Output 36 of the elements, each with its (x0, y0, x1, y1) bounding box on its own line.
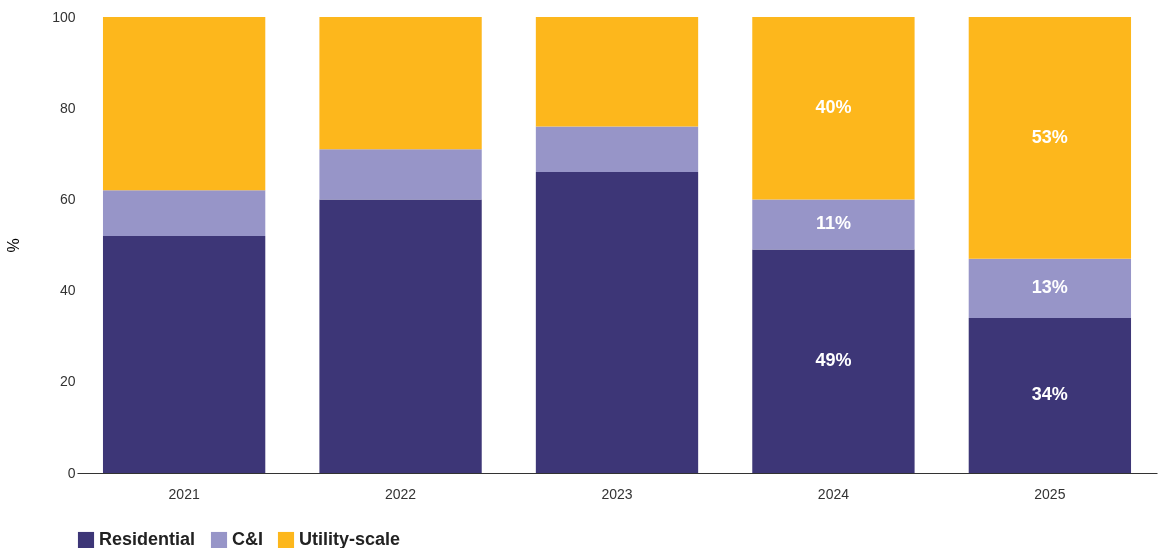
bar (968, 258, 1132, 318)
y-tick-label: 100 (52, 8, 76, 25)
bar (535, 126, 699, 173)
bar (102, 235, 266, 473)
bar (752, 17, 915, 200)
bar (752, 199, 915, 250)
y-tick-label: 20 (59, 373, 76, 390)
legend-label: Residential (99, 529, 196, 548)
y-tick-label: 0 (67, 464, 76, 481)
bar (319, 149, 482, 200)
x-tick-label: 2025 (1034, 485, 1066, 502)
bar (102, 190, 266, 236)
bar (752, 249, 915, 473)
y-tick-label: 60 (59, 190, 76, 207)
bar (102, 17, 266, 191)
y-tick-label: 40 (59, 282, 76, 299)
data-label: 40% (815, 97, 852, 118)
legend-label: Utility-scale (299, 529, 401, 548)
data-label: 13% (1031, 277, 1068, 298)
legend-label: C&I (232, 529, 263, 548)
y-tick-label: 80 (59, 99, 76, 116)
x-tick-label: 2021 (168, 485, 200, 502)
bar (968, 317, 1132, 473)
data-label: 11% (815, 213, 851, 234)
x-tick-label: 2023 (601, 485, 633, 502)
bar (535, 17, 699, 127)
y-axis-title: % (5, 238, 23, 253)
data-label: 49% (815, 350, 852, 371)
bar (319, 17, 482, 150)
data-label: 34% (1031, 384, 1068, 405)
bar (319, 199, 482, 473)
x-tick-label: 2022 (384, 485, 417, 502)
bar (535, 172, 699, 473)
data-label: 53% (1031, 126, 1068, 147)
bar (968, 17, 1132, 259)
x-tick-label: 2024 (817, 485, 850, 502)
